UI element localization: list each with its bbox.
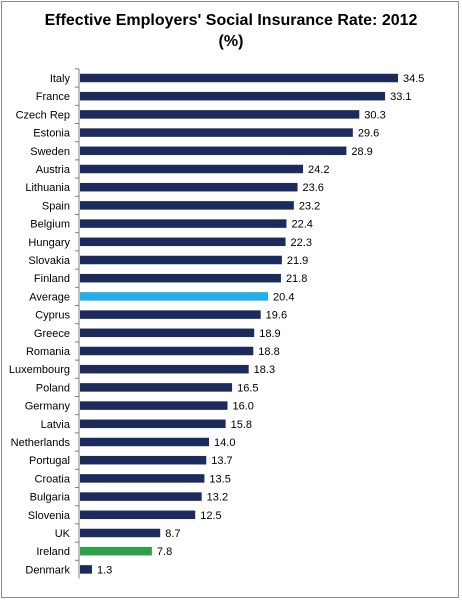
bar-sweden bbox=[80, 146, 347, 156]
bar-bulgaria bbox=[80, 492, 202, 501]
category-label-germany: Germany bbox=[25, 401, 71, 413]
value-label-bulgaria: 13.2 bbox=[207, 492, 228, 504]
value-label-sweden: 28.9 bbox=[351, 146, 372, 158]
bar-poland bbox=[80, 383, 233, 392]
category-label-poland: Poland bbox=[36, 382, 70, 394]
value-label-ireland: 7.8 bbox=[157, 546, 172, 558]
bar-denmark bbox=[80, 565, 92, 574]
category-label-belgium: Belgium bbox=[30, 219, 70, 231]
value-label-france: 33.1 bbox=[390, 91, 411, 103]
value-label-spain: 23.2 bbox=[299, 200, 320, 212]
value-label-luxembourg: 18.3 bbox=[254, 364, 275, 376]
category-label-latvia: Latvia bbox=[41, 419, 71, 431]
category-label-average: Average bbox=[29, 291, 70, 303]
value-label-germany: 16.0 bbox=[232, 401, 253, 413]
value-label-finland: 21.8 bbox=[286, 273, 307, 285]
category-label-estonia: Estonia bbox=[33, 128, 71, 140]
bar-slovakia bbox=[80, 255, 282, 265]
value-label-czech-rep: 30.3 bbox=[364, 109, 385, 121]
value-label-greece: 18.9 bbox=[259, 328, 280, 340]
value-label-romania: 18.8 bbox=[258, 346, 279, 358]
category-label-denmark: Denmark bbox=[25, 564, 70, 576]
bar-ireland bbox=[80, 546, 152, 556]
value-label-lithuania: 23.6 bbox=[303, 182, 324, 194]
bar-finland bbox=[80, 273, 281, 283]
category-label-slovakia: Slovakia bbox=[28, 255, 70, 267]
bar-portugal bbox=[80, 455, 207, 465]
value-label-cyprus: 19.6 bbox=[266, 310, 287, 322]
value-label-estonia: 29.6 bbox=[358, 128, 379, 140]
value-label-slovenia: 12.5 bbox=[200, 510, 221, 522]
bar-uk bbox=[80, 528, 161, 538]
category-label-romania: Romania bbox=[26, 346, 71, 358]
category-label-luxembourg: Luxembourg bbox=[9, 364, 70, 376]
bar-croatia bbox=[80, 474, 205, 483]
category-label-sweden: Sweden bbox=[30, 146, 70, 158]
category-label-czech-rep: Czech Rep bbox=[16, 109, 70, 121]
chart-title: Effective Employers' Social Insurance Ra… bbox=[44, 12, 418, 29]
chart-title-block: Effective Employers' Social Insurance Ra… bbox=[0, 10, 462, 52]
category-label-cyprus: Cyprus bbox=[35, 310, 70, 322]
category-label-italy: Italy bbox=[50, 73, 71, 85]
category-label-hungary: Hungary bbox=[28, 237, 70, 249]
bar-italy bbox=[80, 73, 398, 83]
bar-austria bbox=[80, 164, 304, 174]
value-label-slovakia: 21.9 bbox=[287, 255, 308, 267]
category-label-ireland: Ireland bbox=[36, 546, 70, 558]
value-label-poland: 16.5 bbox=[237, 382, 258, 394]
category-label-slovenia: Slovenia bbox=[28, 510, 71, 522]
value-label-average: 20.4 bbox=[273, 291, 294, 303]
value-label-croatia: 13.5 bbox=[209, 473, 230, 485]
bar-hungary bbox=[80, 237, 286, 247]
bar-belgium bbox=[80, 219, 287, 228]
bar-slovenia bbox=[80, 510, 196, 520]
bar-spain bbox=[80, 201, 294, 210]
bar-estonia bbox=[80, 128, 353, 137]
bar-lithuania bbox=[80, 182, 298, 192]
bar-romania bbox=[80, 346, 254, 356]
category-label-austria: Austria bbox=[36, 164, 71, 176]
category-label-uk: UK bbox=[55, 528, 71, 540]
category-label-spain: Spain bbox=[42, 200, 70, 212]
category-label-portugal: Portugal bbox=[29, 455, 70, 467]
value-label-austria: 24.2 bbox=[308, 164, 329, 176]
category-label-greece: Greece bbox=[34, 328, 70, 340]
bar-latvia bbox=[80, 419, 226, 429]
value-label-uk: 8.7 bbox=[165, 528, 180, 540]
category-label-finland: Finland bbox=[34, 273, 70, 285]
bar-average bbox=[80, 292, 269, 301]
bar-germany bbox=[80, 401, 228, 410]
bar-greece bbox=[80, 328, 255, 338]
value-label-latvia: 15.8 bbox=[231, 419, 252, 431]
bar-france bbox=[80, 91, 386, 101]
bar-czech-rep bbox=[80, 110, 360, 119]
bar-cyprus bbox=[80, 310, 261, 319]
category-label-bulgaria: Bulgaria bbox=[30, 492, 71, 504]
value-label-denmark: 1.3 bbox=[97, 564, 112, 576]
value-label-netherlands: 14.0 bbox=[214, 437, 235, 449]
chart-subtitle: (%) bbox=[218, 33, 244, 50]
category-label-croatia: Croatia bbox=[35, 473, 71, 485]
value-label-hungary: 22.3 bbox=[291, 237, 312, 249]
category-label-france: France bbox=[36, 91, 70, 103]
category-label-netherlands: Netherlands bbox=[11, 437, 71, 449]
category-label-lithuania: Lithuania bbox=[25, 182, 71, 194]
plot-area: Italy 34.5 France 33.1 Czech Rep 30.3 Estonia 2… bbox=[9, 68, 424, 579]
bar-netherlands bbox=[80, 437, 210, 447]
value-label-italy: 34.5 bbox=[403, 73, 424, 85]
bar-luxembourg bbox=[80, 364, 249, 374]
value-label-belgium: 22.4 bbox=[291, 219, 312, 231]
value-label-portugal: 13.7 bbox=[211, 455, 232, 467]
